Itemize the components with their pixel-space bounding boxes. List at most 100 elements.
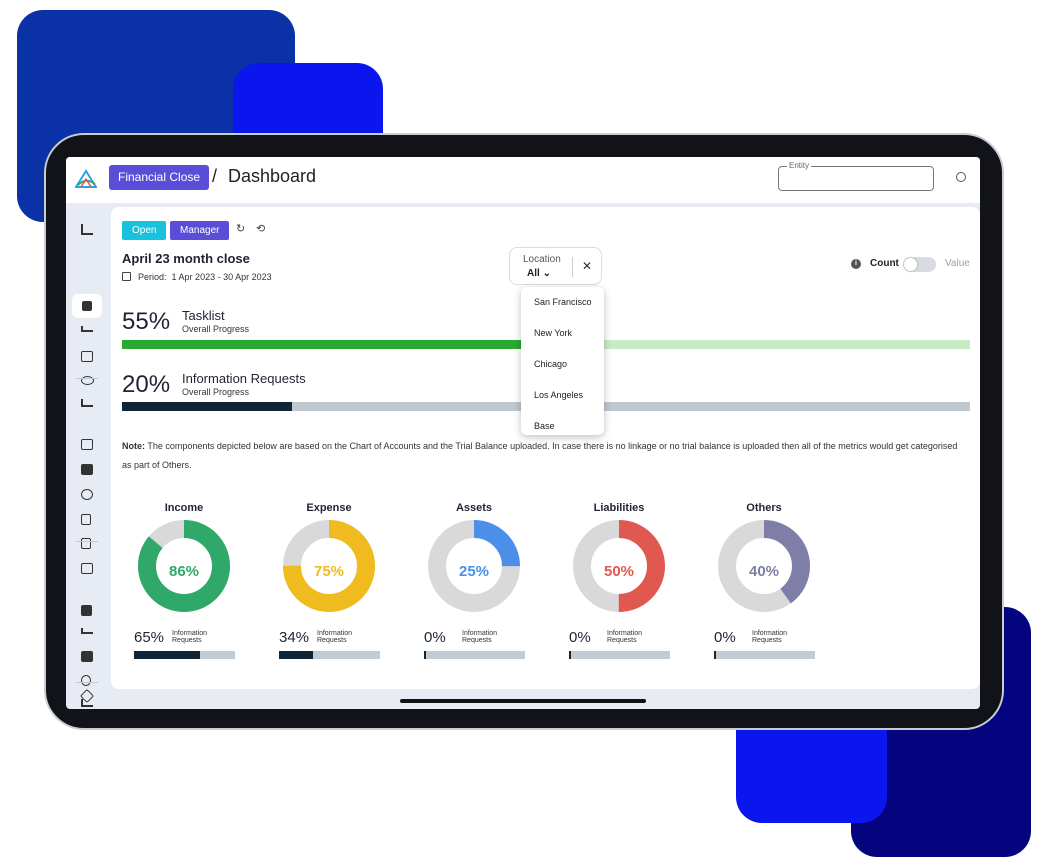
tasklist-name: Tasklist (182, 308, 225, 323)
note-label: Note: (122, 441, 145, 451)
location-option[interactable]: Base (534, 421, 555, 431)
ir-progress-bar (424, 651, 525, 659)
close-title: April 23 month close (122, 251, 250, 266)
donut-title: Expense (306, 502, 352, 514)
ir-label: Information Requests (462, 630, 498, 644)
sidebar-divider (76, 378, 98, 379)
donut-expense: Expense 75% 34% Information Requests (279, 502, 399, 672)
ir-label: Information Requests (317, 630, 353, 644)
donut-center-label: 40% (748, 563, 780, 580)
info-icon[interactable]: i (851, 259, 861, 269)
message-icon-2[interactable] (81, 651, 93, 662)
donut-chart (718, 520, 810, 612)
app-header: Financial Close / Dashboard Entity (66, 157, 980, 203)
collapse-icon[interactable] (81, 224, 93, 235)
financial-close-button[interactable]: Financial Close (109, 165, 210, 190)
requests-pct: 20% (122, 371, 171, 398)
location-option[interactable]: Chicago (534, 359, 568, 369)
ir-progress-bar (134, 651, 235, 659)
payments-icon[interactable] (81, 351, 93, 362)
app-screen: Financial Close / Dashboard Entity Open (66, 157, 980, 709)
ir-pct: 65% (134, 629, 165, 646)
location-label: Location (523, 254, 561, 265)
message-icon[interactable] (81, 464, 93, 475)
location-dropdown: San Francisco New York Chicago Los Angel… (521, 287, 604, 435)
value-label: Value (945, 258, 970, 269)
breadcrumb-separator: / (212, 166, 218, 186)
triangle-logo-icon[interactable] (75, 169, 97, 189)
donut-value-slice (573, 520, 665, 612)
switch-knob (904, 258, 917, 271)
checklist-icon-2[interactable] (81, 628, 93, 634)
tasklist-progress-fill (122, 340, 589, 349)
ir-pct: 0% (714, 629, 736, 646)
requests-sub: Overall Progress (182, 387, 250, 397)
tasklist-sub: Overall Progress (182, 324, 250, 334)
sidebar-divider-3 (76, 682, 98, 683)
open-button[interactable]: Open (122, 221, 167, 240)
ir-label: Information Requests (752, 630, 788, 644)
donut-center-label: 50% (603, 563, 635, 580)
hierarchy-icon[interactable] (81, 605, 92, 616)
location-divider (572, 257, 573, 277)
ir-progress-fill (424, 651, 427, 659)
donut-chart (573, 520, 665, 612)
period-value: 1 Apr 2023 - 30 Apr 2023 (171, 272, 272, 282)
note-text: Note: The components depicted below are … (122, 437, 967, 475)
history-icon[interactable]: ⟲ (256, 223, 266, 235)
donut-liabilities: Liabilities 50% 0% Information Requests (569, 502, 689, 672)
sidebar (66, 203, 110, 709)
donut-title: Liabilities (593, 502, 645, 514)
close-period: Period: 1 Apr 2023 - 30 Apr 2023 (122, 272, 272, 282)
donut-value-slice (718, 520, 810, 612)
team-icon[interactable] (81, 376, 94, 385)
dashboard-card: Open Manager ↻ ⟲ April 23 month close Pe… (111, 207, 980, 689)
manager-button[interactable]: Manager (170, 221, 230, 240)
user-icon[interactable] (956, 172, 966, 182)
ir-progress-fill (569, 651, 572, 659)
location-option[interactable]: New York (534, 328, 573, 338)
ir-label: Information Requests (172, 630, 208, 644)
period-label: Period: (138, 272, 167, 282)
file-icon[interactable] (81, 538, 91, 549)
note-body: The components depicted below are based … (122, 441, 958, 470)
dashboard-icon[interactable] (82, 301, 92, 311)
entity-select[interactable]: Entity (778, 161, 934, 191)
count-value-toggle: i Count Value (851, 257, 976, 273)
donut-center-label: 25% (458, 563, 490, 580)
requests-name: Information Requests (182, 371, 306, 386)
reconcile-icon[interactable] (81, 439, 93, 450)
chevron-down-icon: ⌄ (542, 268, 551, 279)
donut-income: Income 86% 65% Information Requests (134, 502, 254, 672)
ir-progress-bar (714, 651, 815, 659)
clear-icon[interactable]: ✕ (582, 259, 593, 273)
location-option[interactable]: Los Angeles (534, 390, 584, 400)
location-value: All ⌄ (527, 268, 551, 279)
donut-chart (138, 520, 230, 612)
location-option[interactable]: San Francisco (534, 297, 592, 307)
requests-progress-fill (122, 402, 292, 411)
page-title: Dashboard (228, 166, 317, 186)
calendar-icon (122, 272, 131, 281)
refresh-icon[interactable]: ↻ (236, 223, 246, 235)
checklist-icon[interactable] (81, 326, 93, 332)
donut-chart (428, 520, 520, 612)
ir-progress-bar (569, 651, 670, 659)
ir-progress-fill (279, 651, 314, 659)
trend-icon[interactable] (81, 399, 93, 407)
payments-icon-2[interactable] (81, 563, 93, 574)
donut-chart (283, 520, 375, 612)
ir-progress-fill (714, 651, 717, 659)
trend-icon-2[interactable] (81, 699, 93, 707)
document-icon[interactable] (81, 514, 91, 525)
ir-pct: 0% (424, 629, 446, 646)
ir-progress-fill (134, 651, 200, 659)
donut-center-label: 75% (313, 563, 345, 580)
count-value-switch[interactable] (903, 257, 936, 272)
donut-title: Assets (455, 502, 493, 514)
location-icon[interactable] (81, 675, 91, 686)
cloud-icon[interactable] (81, 489, 93, 500)
location-select[interactable]: Location All ⌄ ✕ (509, 247, 602, 285)
ir-label: Information Requests (607, 630, 643, 644)
ir-pct: 0% (569, 629, 591, 646)
